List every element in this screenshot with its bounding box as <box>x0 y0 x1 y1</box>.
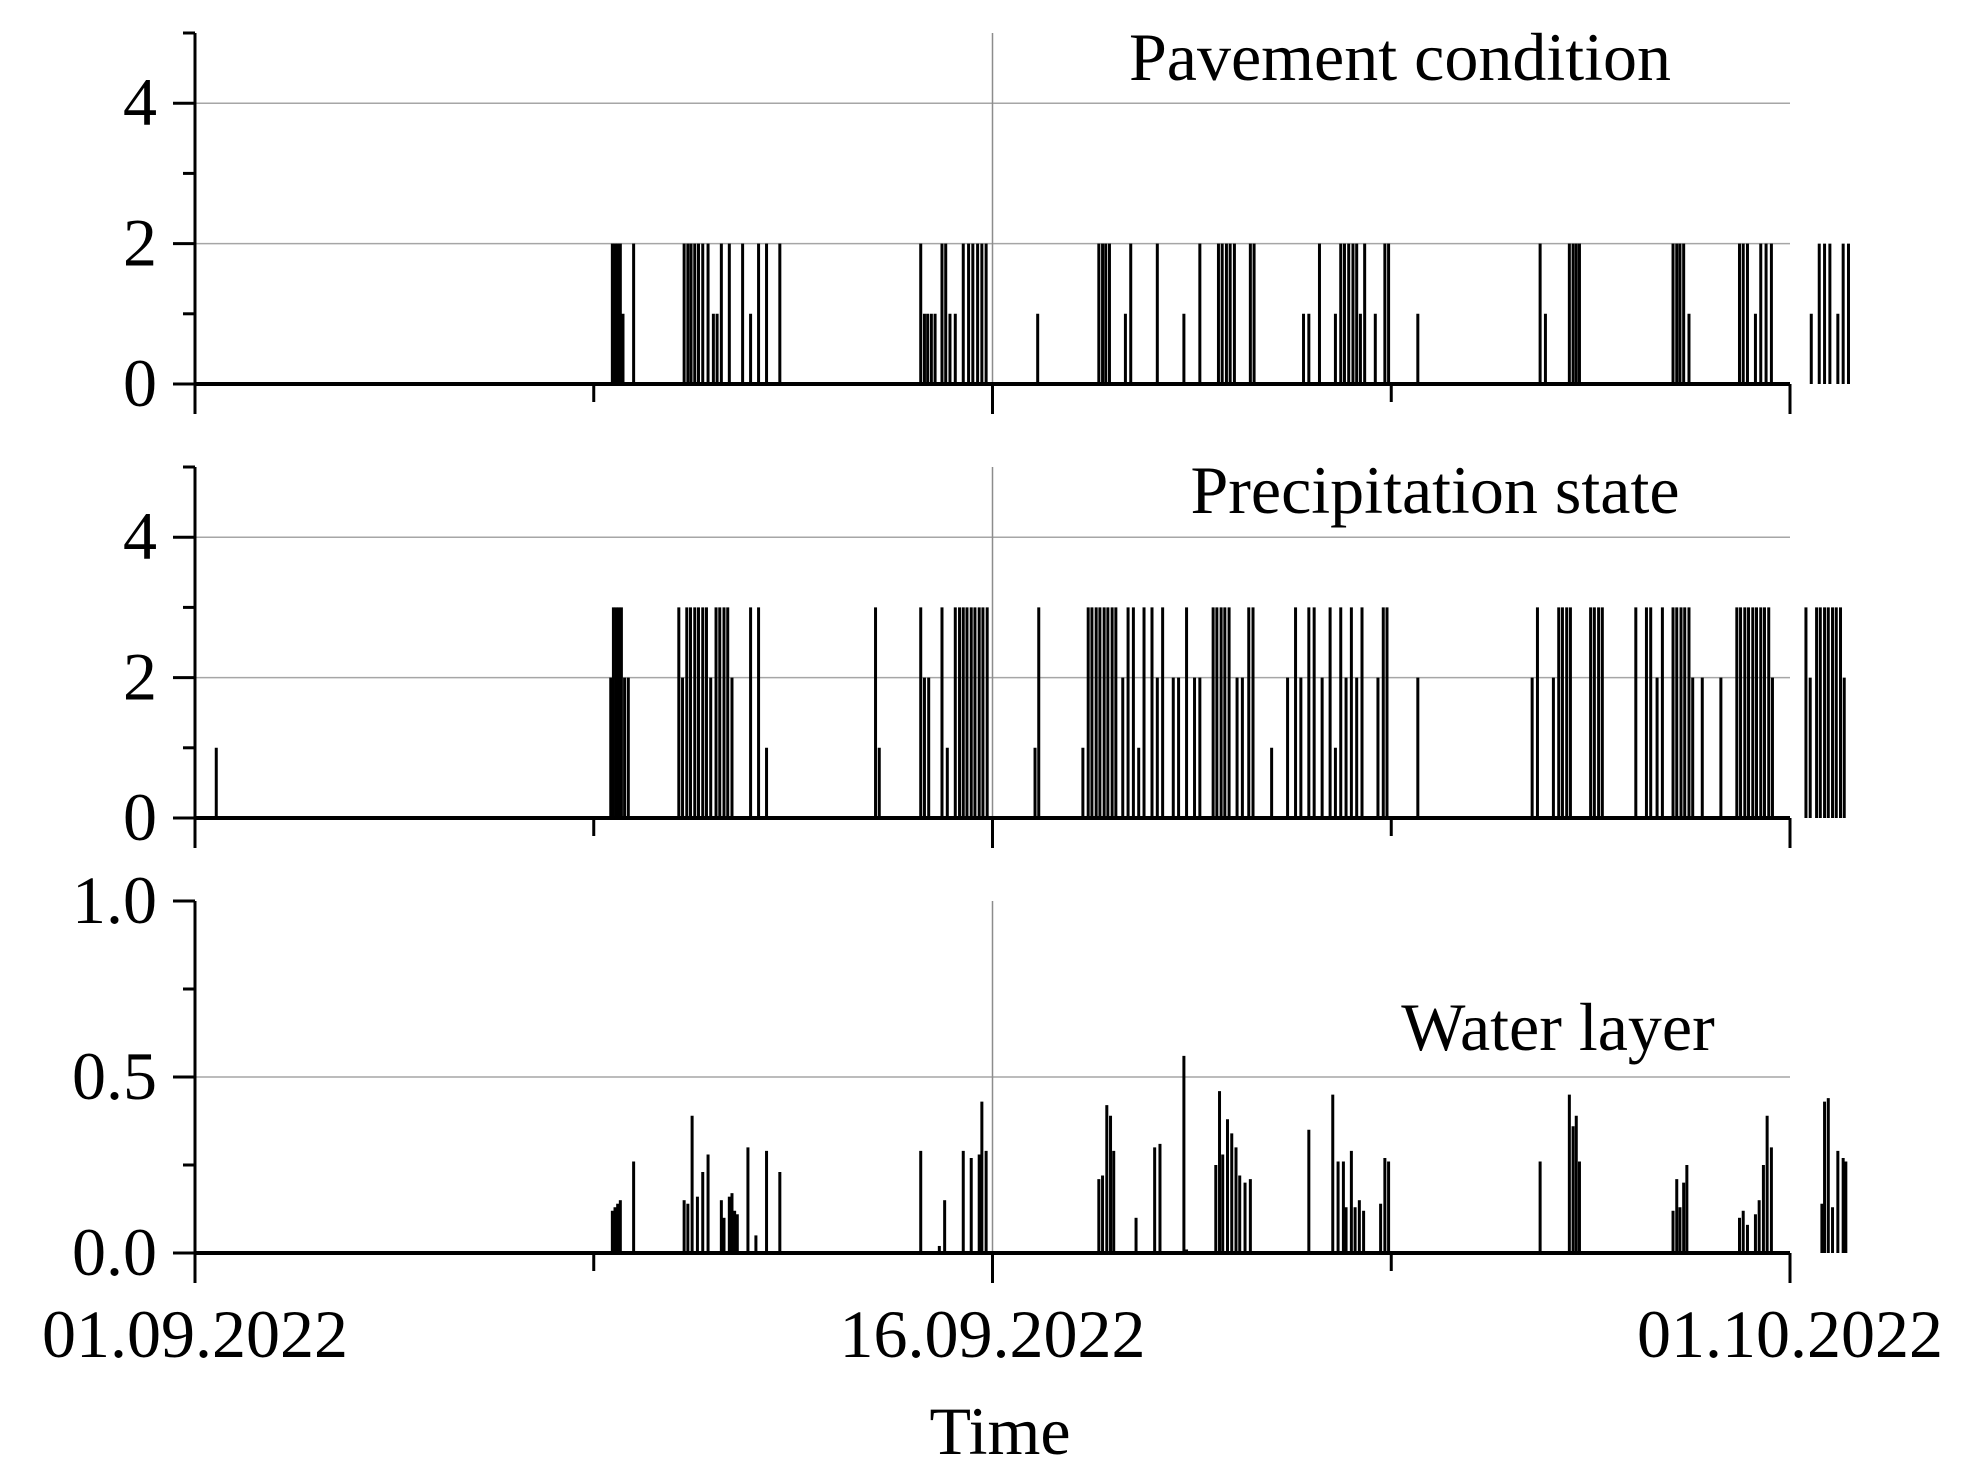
panel-title-precipitation-state: Precipitation state <box>1190 452 1679 528</box>
x-tick-label: 16.09.2022 <box>840 1296 1146 1372</box>
x-tick-label: 01.09.2022 <box>42 1296 348 1372</box>
panel-precipitation-state: 0 2 4 Precipitation state <box>123 452 1846 855</box>
panel-water-layer: 0.0 0.5 1.0 Water layer <box>72 862 1848 1290</box>
x-axis-title: Time <box>929 1393 1070 1469</box>
y-tick-label: 0 <box>123 779 157 855</box>
panel-title-water-layer: Water layer <box>1401 989 1715 1065</box>
y-tick-label: 2 <box>123 205 157 281</box>
y-tick-label: 0 <box>123 345 157 421</box>
y-tick-label: 2 <box>123 639 157 715</box>
y-tick-label: 1.0 <box>72 862 157 938</box>
y-tick-label: 4 <box>123 498 157 574</box>
y-tick-label: 0.0 <box>72 1214 157 1290</box>
panel-pavement-condition: 0 2 4 Pavement condition <box>123 19 1850 421</box>
y-tick-label: 0.5 <box>72 1038 157 1114</box>
x-axis-tick-labels: 01.09.2022 16.09.2022 01.10.2022 <box>42 1296 1943 1372</box>
panel-title-pavement-condition: Pavement condition <box>1129 19 1671 95</box>
x-tick-label: 01.10.2022 <box>1637 1296 1943 1372</box>
y-tick-label: 4 <box>123 64 157 140</box>
